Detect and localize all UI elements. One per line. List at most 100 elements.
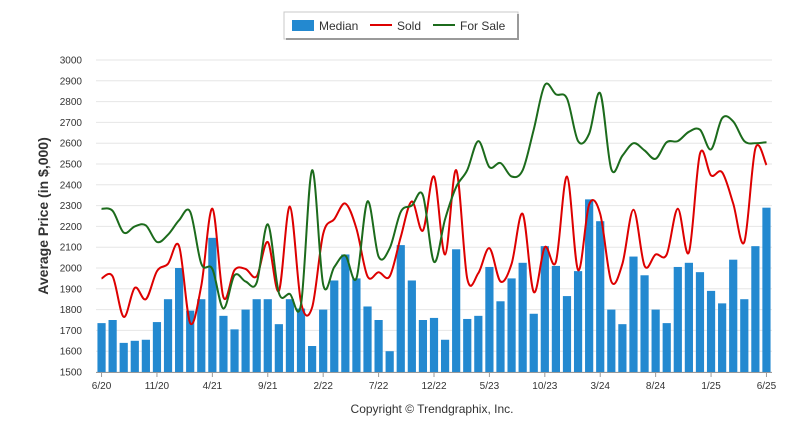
median-bar <box>197 299 206 372</box>
median-bar <box>607 309 616 372</box>
legend-label-median: Median <box>319 19 358 33</box>
y-tick-label: 2900 <box>60 76 83 87</box>
median-bar <box>695 272 705 372</box>
median-bar <box>673 266 682 372</box>
median-bar <box>474 315 483 372</box>
median-bar <box>341 254 350 372</box>
median-bar <box>152 322 162 372</box>
median-bar <box>507 278 516 372</box>
median-bar <box>252 299 261 372</box>
y-tick-label: 1700 <box>60 326 83 337</box>
x-tick-label: 8/24 <box>646 381 666 392</box>
x-tick-label: 4/21 <box>203 381 223 392</box>
y-tick-label: 1600 <box>60 347 83 358</box>
y-tick-label: 3000 <box>60 56 83 67</box>
median-bar <box>418 320 428 372</box>
median-bar <box>352 278 361 372</box>
x-tick-label: 10/23 <box>532 381 557 392</box>
y-tick-label: 2100 <box>60 243 83 254</box>
y-tick-label: 2000 <box>60 264 83 275</box>
median-bar <box>596 221 605 372</box>
median-bar <box>729 259 738 372</box>
median-bar <box>751 246 760 372</box>
median-bars <box>97 199 771 372</box>
median-bar <box>651 309 660 372</box>
median-bar <box>130 340 139 372</box>
median-bar <box>385 351 394 372</box>
median-bar <box>562 296 572 372</box>
for-sale-line <box>101 82 767 313</box>
y-tick-label: 2400 <box>60 180 83 191</box>
y-tick-label: 1800 <box>60 305 83 316</box>
x-tick-label: 1/25 <box>701 381 721 392</box>
median-bar <box>618 324 627 372</box>
median-bar <box>141 339 150 372</box>
median-bar <box>307 346 317 372</box>
median-bar <box>706 290 716 372</box>
median-bar <box>374 320 383 372</box>
y-tick-label: 1900 <box>60 284 83 295</box>
y-axis: 1500 1600 1700 1800 1900 2000 2100 2200 2300 2400… <box>60 56 83 379</box>
median-bar <box>718 303 727 372</box>
x-tick-label: 6/25 <box>757 381 777 392</box>
median-bar <box>330 280 339 372</box>
median-bar <box>119 342 128 372</box>
y-tick-label: 2600 <box>60 139 83 150</box>
legend-shadow-right <box>517 14 519 40</box>
y-tick-label: 2300 <box>60 201 83 212</box>
x-tick-label: 11/20 <box>145 381 170 392</box>
median-bar <box>662 323 671 372</box>
median-bar <box>319 309 328 372</box>
median-bar <box>97 323 106 372</box>
median-bar <box>518 262 527 372</box>
legend: Median Sold For Sale <box>283 11 519 40</box>
median-bar <box>175 268 184 372</box>
median-bar <box>274 324 283 372</box>
copyright-credit: Copyright © Trendgraphix, Inc. <box>351 402 514 416</box>
x-tick-label: 12/22 <box>421 381 446 392</box>
y-tick-label: 2200 <box>60 222 83 233</box>
median-bar <box>208 237 217 372</box>
median-bar <box>363 306 372 372</box>
median-bar <box>640 275 649 372</box>
median-bar <box>463 318 472 372</box>
y-tick-label: 2800 <box>60 97 83 108</box>
median-bar <box>540 246 549 372</box>
median-bar <box>684 262 693 372</box>
legend-swatch-median <box>292 20 314 31</box>
median-bar <box>230 329 239 372</box>
median-bar <box>440 339 450 372</box>
legend-label-for-sale: For Sale <box>460 19 506 33</box>
median-bar <box>186 310 195 372</box>
median-bar <box>629 256 638 372</box>
median-bar <box>551 265 561 372</box>
median-bar <box>485 266 494 372</box>
sold-line <box>101 144 768 326</box>
x-tick-label: 6/20 <box>92 381 112 392</box>
y-tick-label: 2700 <box>60 118 83 129</box>
median-bar <box>285 299 295 372</box>
x-tick-label: 2/22 <box>313 381 333 392</box>
median-bar <box>263 299 272 372</box>
median-bar <box>163 299 173 372</box>
legend-label-sold: Sold <box>397 19 421 33</box>
median-bar <box>762 207 771 372</box>
median-bar <box>573 271 583 372</box>
legend-frame <box>283 11 519 40</box>
x-tick-label: 9/21 <box>258 381 278 392</box>
median-bar <box>108 320 117 372</box>
median-bar <box>407 280 416 372</box>
y-tick-label: 1500 <box>60 368 83 379</box>
y-tick-label: 2500 <box>60 160 83 171</box>
median-bar <box>241 309 250 372</box>
median-bar <box>740 299 749 372</box>
x-tick-label: 5/23 <box>480 381 500 392</box>
legend-shadow-bottom <box>286 38 518 40</box>
x-axis: 6/20 11/20 4/21 9/21 2/22 7/22 12/22 5/23 10/23 3… <box>92 372 777 392</box>
median-bar <box>452 249 461 372</box>
median-bar <box>219 315 228 372</box>
series-lines <box>101 82 768 326</box>
median-bar <box>429 317 439 372</box>
